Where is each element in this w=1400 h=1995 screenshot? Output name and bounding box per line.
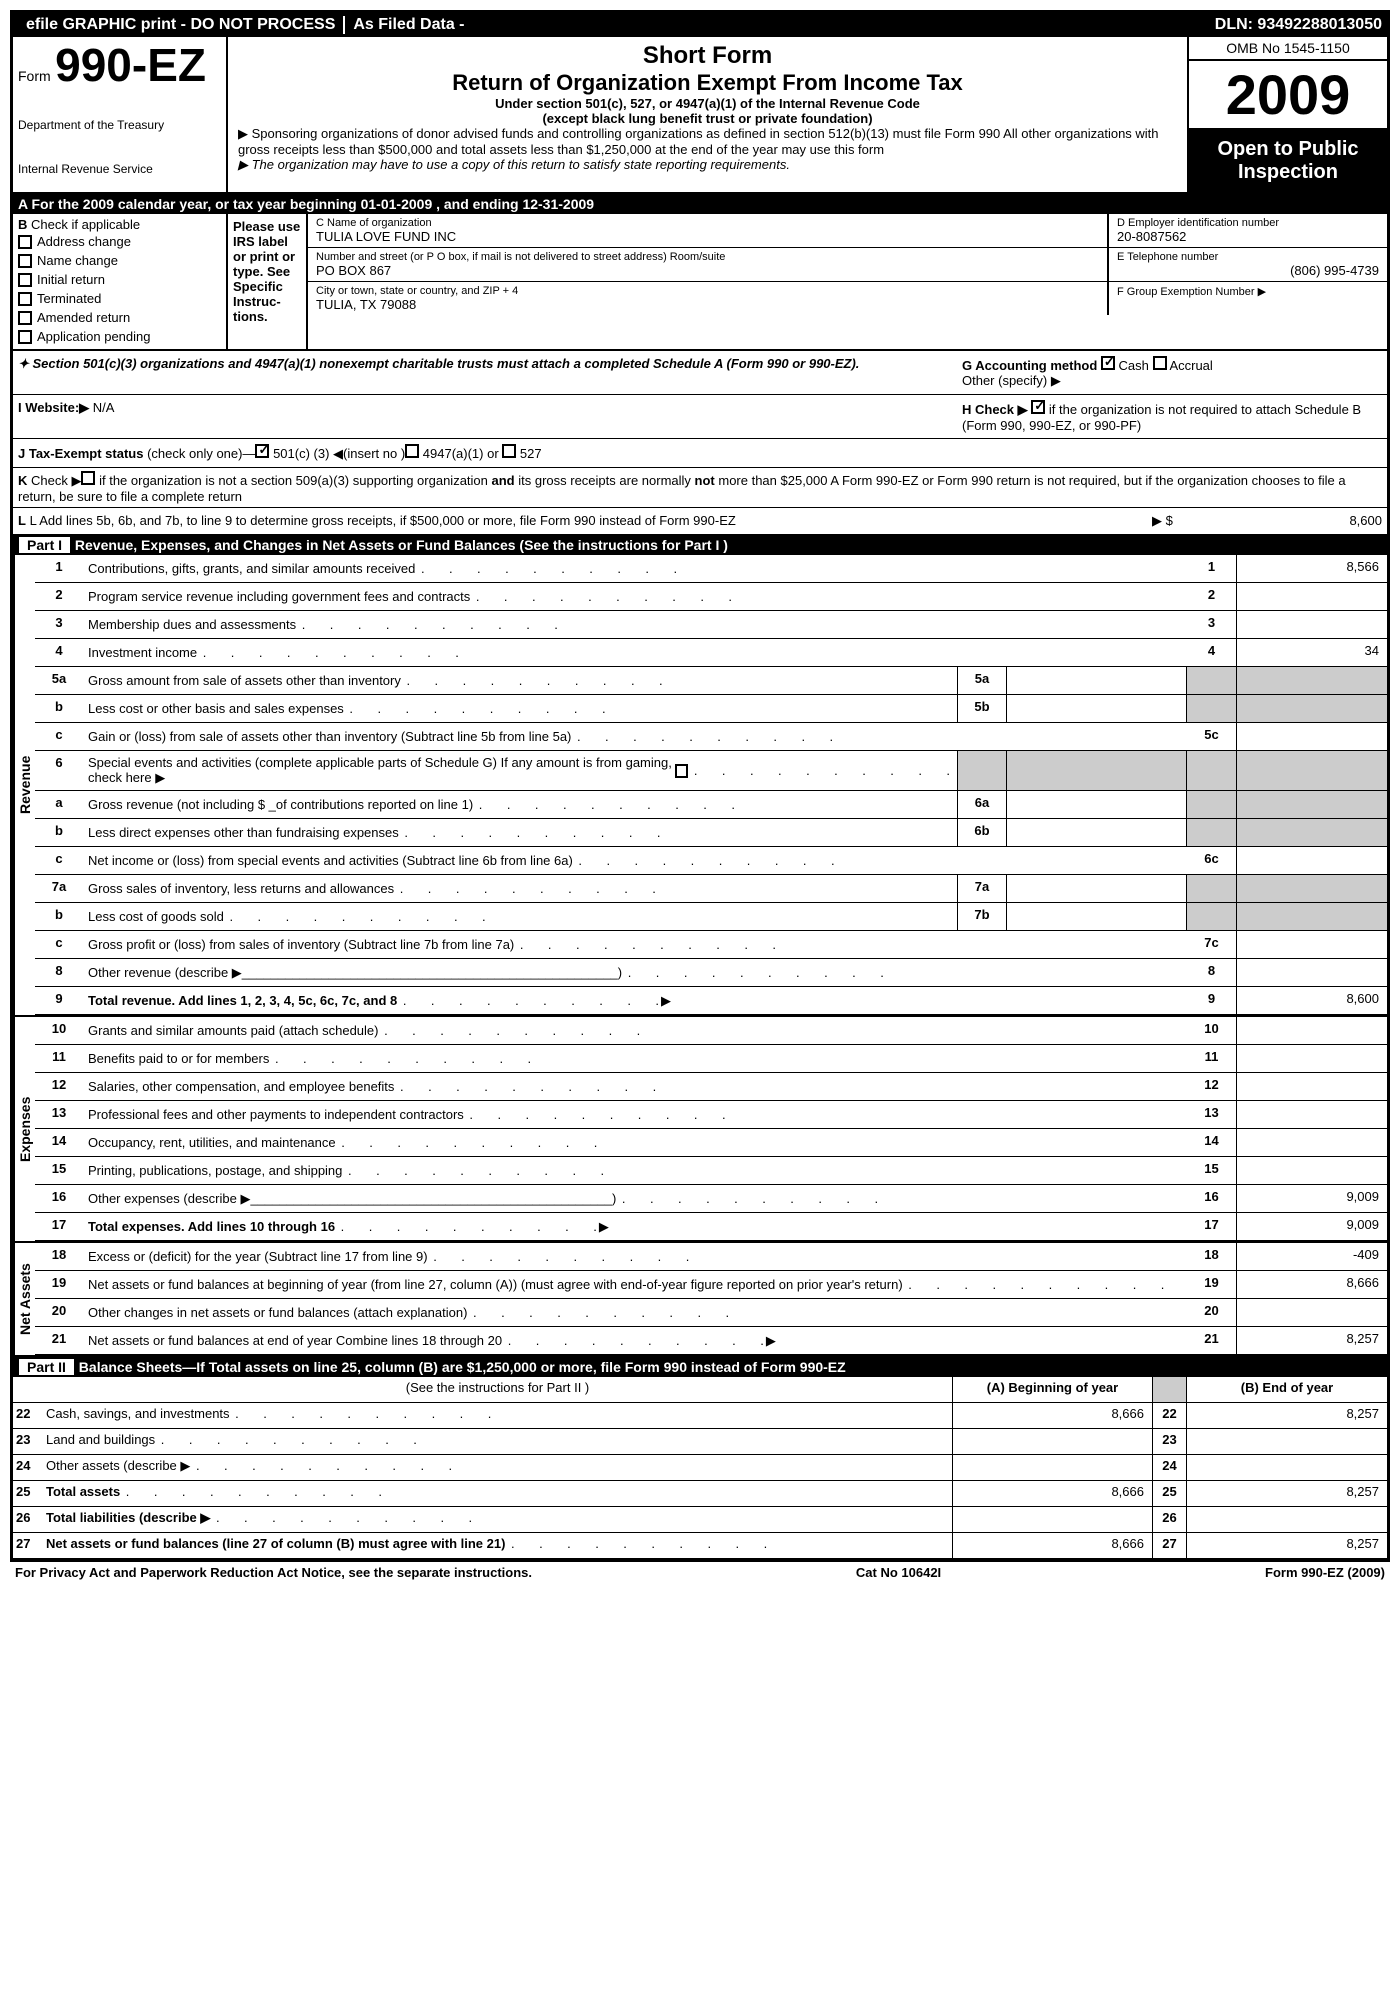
line-17: 17Total expenses. Add lines 10 through 1… bbox=[35, 1213, 1387, 1241]
netassets-label: Net Assets bbox=[13, 1243, 35, 1355]
col-b-header: (B) End of year bbox=[1187, 1377, 1387, 1402]
irs: Internal Revenue Service bbox=[18, 162, 221, 176]
balance-row-24: 24Other assets (describe ▶24 bbox=[13, 1455, 1387, 1481]
as-filed: As Filed Data - bbox=[345, 16, 472, 34]
check-cash[interactable] bbox=[1101, 356, 1115, 370]
c-label: C Name of organization bbox=[316, 217, 1099, 229]
form-ref: Form 990-EZ (2009) bbox=[1265, 1565, 1385, 1580]
line-2: 2Program service revenue including gover… bbox=[35, 583, 1387, 611]
d-label: D Employer identification number bbox=[1117, 217, 1379, 229]
row-i-website: I Website:▶ N/A H Check ▶ if the organiz… bbox=[13, 395, 1387, 439]
check-address-change[interactable] bbox=[18, 235, 32, 249]
row-l: L L Add lines 5b, 6b, and 7b, to line 9 … bbox=[13, 508, 1387, 535]
form-990ez: efile GRAPHIC print - DO NOT PROCESS As … bbox=[10, 10, 1390, 1562]
line-14: 14Occupancy, rent, utilities, and mainte… bbox=[35, 1129, 1387, 1157]
line-5a: 5aGross amount from sale of assets other… bbox=[35, 667, 1387, 695]
footer: For Privacy Act and Paperwork Reduction … bbox=[10, 1562, 1390, 1583]
check-pending[interactable] bbox=[18, 330, 32, 344]
line-19: 19Net assets or fund balances at beginni… bbox=[35, 1271, 1387, 1299]
f-label: F Group Exemption Number ▶ bbox=[1117, 285, 1379, 298]
privacy-notice: For Privacy Act and Paperwork Reduction … bbox=[15, 1565, 532, 1580]
e-label: E Telephone number bbox=[1117, 251, 1379, 263]
city-label: City or town, state or country, and ZIP … bbox=[316, 285, 1099, 297]
line-21: 21Net assets or fund balances at end of … bbox=[35, 1327, 1387, 1355]
check-4947[interactable] bbox=[405, 444, 419, 458]
expenses-label: Expenses bbox=[13, 1017, 35, 1241]
revenue-label: Revenue bbox=[13, 555, 35, 1015]
org-name: TULIA LOVE FUND INC bbox=[316, 229, 1099, 244]
balance-row-27: 27Net assets or fund balances (line 27 o… bbox=[13, 1533, 1387, 1559]
line-12: 12Salaries, other compensation, and empl… bbox=[35, 1073, 1387, 1101]
line-1: 1Contributions, gifts, grants, and simil… bbox=[35, 555, 1387, 583]
org-address: PO BOX 867 bbox=[316, 263, 1099, 278]
line-7a: 7aGross sales of inventory, less returns… bbox=[35, 875, 1387, 903]
part-1-header: Part I Revenue, Expenses, and Changes in… bbox=[13, 535, 1387, 555]
line-b: bLess cost or other basis and sales expe… bbox=[35, 695, 1387, 723]
col-a-header: (A) Beginning of year bbox=[952, 1377, 1152, 1402]
balance-row-22: 22Cash, savings, and investments8,666228… bbox=[13, 1403, 1387, 1429]
check-k[interactable] bbox=[81, 471, 95, 485]
instructions-label: Please use IRS label or print or type. S… bbox=[228, 214, 308, 349]
title-short-form: Short Form bbox=[238, 42, 1177, 70]
line-c: cNet income or (loss) from special event… bbox=[35, 847, 1387, 875]
line-9: 9Total revenue. Add lines 1, 2, 3, 4, 5c… bbox=[35, 987, 1387, 1015]
efile-notice: efile GRAPHIC print - DO NOT PROCESS bbox=[18, 16, 345, 34]
line-c: cGain or (loss) from sale of assets othe… bbox=[35, 723, 1387, 751]
line-b: bLess cost of goods sold7b bbox=[35, 903, 1387, 931]
org-city: TULIA, TX 79088 bbox=[316, 297, 1099, 312]
check-accrual[interactable] bbox=[1153, 356, 1167, 370]
subtitle-section: Under section 501(c), 527, or 4947(a)(1)… bbox=[238, 96, 1177, 111]
line-20: 20Other changes in net assets or fund ba… bbox=[35, 1299, 1387, 1327]
check-name-change[interactable] bbox=[18, 254, 32, 268]
part2-instr: (See the instructions for Part II ) bbox=[43, 1377, 952, 1402]
row-j-status: J Tax-Exempt status (check only one)— 50… bbox=[13, 439, 1387, 468]
check-terminated[interactable] bbox=[18, 292, 32, 306]
line-3: 3Membership dues and assessments3 bbox=[35, 611, 1387, 639]
line-18: 18Excess or (deficit) for the year (Subt… bbox=[35, 1243, 1387, 1271]
subtitle-except: (except black lung benefit trust or priv… bbox=[238, 111, 1177, 126]
check-501c[interactable] bbox=[255, 444, 269, 458]
header: Form 990-EZ Department of the Treasury I… bbox=[13, 37, 1387, 194]
omb-number: OMB No 1545-1150 bbox=[1189, 37, 1387, 61]
line-4: 4Investment income434 bbox=[35, 639, 1387, 667]
open-to-public: Open to Public Inspection bbox=[1189, 130, 1387, 192]
addr-label: Number and street (or P O box, if mail i… bbox=[316, 251, 1099, 263]
check-h[interactable] bbox=[1031, 400, 1045, 414]
section-a-period: A For the 2009 calendar year, or tax yea… bbox=[13, 194, 1387, 214]
ein: 20-8087562 bbox=[1117, 229, 1379, 244]
column-b-checks: B Check if applicable Address change Nam… bbox=[13, 214, 228, 349]
balance-row-25: 25Total assets8,666258,257 bbox=[13, 1481, 1387, 1507]
title-return: Return of Organization Exempt From Incom… bbox=[238, 70, 1177, 96]
note-sponsoring: ▶ Sponsoring organizations of donor advi… bbox=[238, 126, 1177, 157]
dln: DLN: 93492288013050 bbox=[1215, 16, 1382, 34]
part-2-header: Part II Balance Sheets—If Total assets o… bbox=[13, 1357, 1387, 1377]
line-8: 8Other revenue (describe ▶______________… bbox=[35, 959, 1387, 987]
line-10: 10Grants and similar amounts paid (attac… bbox=[35, 1017, 1387, 1045]
check-527[interactable] bbox=[502, 444, 516, 458]
tax-year: 2009 bbox=[1189, 61, 1387, 130]
balance-row-26: 26Total liabilities (describe ▶26 bbox=[13, 1507, 1387, 1533]
top-bar: efile GRAPHIC print - DO NOT PROCESS As … bbox=[13, 13, 1387, 37]
cat-no: Cat No 10642I bbox=[856, 1565, 941, 1580]
phone: (806) 995-4739 bbox=[1117, 263, 1379, 278]
line-l-value: 8,600 bbox=[1232, 513, 1382, 529]
check-amended[interactable] bbox=[18, 311, 32, 325]
line-6: 6Special events and activities (complete… bbox=[35, 751, 1387, 791]
dept-treasury: Department of the Treasury bbox=[18, 118, 221, 132]
balance-row-23: 23Land and buildings23 bbox=[13, 1429, 1387, 1455]
line-16: 16Other expenses (describe ▶____________… bbox=[35, 1185, 1387, 1213]
line-a: aGross revenue (not including $ _of cont… bbox=[35, 791, 1387, 819]
line-b: bLess direct expenses other than fundrai… bbox=[35, 819, 1387, 847]
line-c: cGross profit or (loss) from sales of in… bbox=[35, 931, 1387, 959]
form-number: 990-EZ bbox=[55, 39, 206, 91]
line-11: 11Benefits paid to or for members11 bbox=[35, 1045, 1387, 1073]
form-prefix: Form bbox=[18, 68, 51, 84]
note-state: ▶ The organization may have to use a cop… bbox=[238, 157, 1177, 173]
line-15: 15Printing, publications, postage, and s… bbox=[35, 1157, 1387, 1185]
section-501c3-note: ✦ Section 501(c)(3) organizations and 49… bbox=[13, 351, 1387, 395]
info-block: B Check if applicable Address change Nam… bbox=[13, 214, 1387, 351]
check-initial-return[interactable] bbox=[18, 273, 32, 287]
line-13: 13Professional fees and other payments t… bbox=[35, 1101, 1387, 1129]
row-k: K Check ▶ K Check ▶ if the organization … bbox=[13, 468, 1387, 508]
